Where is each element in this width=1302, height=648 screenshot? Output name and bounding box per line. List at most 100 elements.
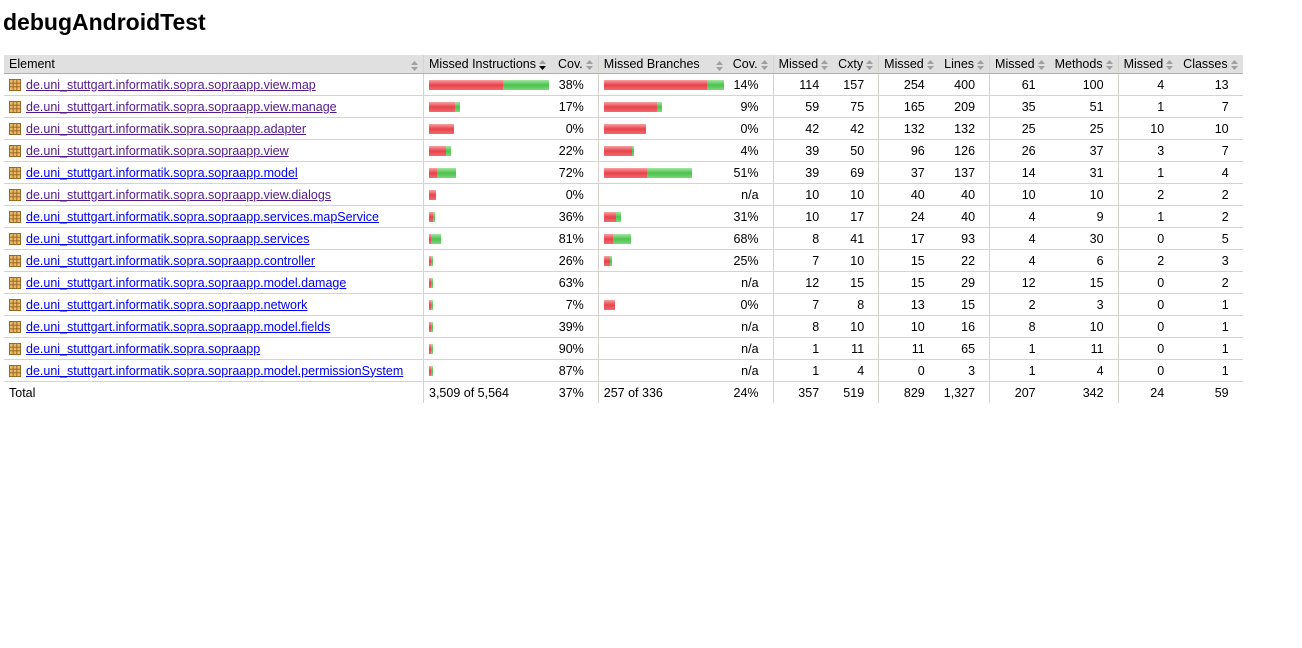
instruction-coverage: 90% xyxy=(553,337,599,360)
classes: 4 xyxy=(1178,161,1243,184)
column-header-label: Methods xyxy=(1054,57,1103,71)
sort-descending-icon xyxy=(538,59,546,70)
missed-classes: 0 xyxy=(1117,227,1179,250)
package-link[interactable]: de.uni_stuttgart.informatik.sopra.sopraa… xyxy=(26,187,332,202)
column-header-instruction-coverage[interactable]: Cov. xyxy=(553,55,599,74)
instruction-bar-cell xyxy=(423,73,553,96)
missed-lines: 24 xyxy=(878,205,939,228)
branch-coverage: 51% xyxy=(727,161,774,184)
missed-segment xyxy=(429,344,431,355)
missed-complexity: 8 xyxy=(772,315,834,338)
missed-methods: 1 xyxy=(989,337,1050,360)
instruction-coverage-bar xyxy=(429,300,433,311)
package-link[interactable]: de.uni_stuttgart.informatik.sopra.sopraa… xyxy=(26,77,316,92)
missed-segment xyxy=(603,102,657,113)
column-header-element[interactable]: Element xyxy=(4,55,424,74)
package-link[interactable]: de.uni_stuttgart.informatik.sopra.sopraa… xyxy=(26,121,307,136)
methods: 4 xyxy=(1049,359,1119,382)
missed-complexity: 7 xyxy=(772,249,834,272)
classes: 2 xyxy=(1178,205,1243,228)
column-header-complexity[interactable]: Cxty xyxy=(833,55,879,74)
instruction-bar-cell xyxy=(423,293,553,316)
instruction-coverage: 63% xyxy=(553,271,599,294)
sort-icon xyxy=(585,59,593,70)
methods: 10 xyxy=(1049,183,1119,206)
package-link[interactable]: de.uni_stuttgart.informatik.sopra.sopraa… xyxy=(26,209,379,224)
instruction-coverage-bar xyxy=(429,212,435,223)
missed-lines: 13 xyxy=(878,293,939,316)
lines: 209 xyxy=(938,95,990,118)
package-link[interactable]: de.uni_stuttgart.informatik.sopra.sopraa… xyxy=(26,275,347,290)
missed-methods: 26 xyxy=(989,139,1050,162)
column-header-missed-methods[interactable]: Missed xyxy=(989,55,1050,74)
classes: 10 xyxy=(1178,117,1243,140)
column-header-missed-classes[interactable]: Missed xyxy=(1117,55,1179,74)
package-link[interactable]: de.uni_stuttgart.informatik.sopra.sopraa… xyxy=(26,363,404,378)
missed-segment xyxy=(603,168,647,179)
total-branches: 257 of 336 xyxy=(597,381,728,403)
branch-bar-cell xyxy=(597,183,728,206)
classes: 1 xyxy=(1178,315,1243,338)
lines: 400 xyxy=(938,73,990,96)
missed-classes: 4 xyxy=(1117,73,1179,96)
methods: 10 xyxy=(1049,315,1119,338)
branch-bar-cell xyxy=(597,315,728,338)
instruction-coverage: 38% xyxy=(553,73,599,96)
package-link[interactable]: de.uni_stuttgart.informatik.sopra.sopraa… xyxy=(26,297,308,312)
column-header-missed-lines[interactable]: Missed xyxy=(878,55,939,74)
package-link[interactable]: de.uni_stuttgart.informatik.sopra.sopraa… xyxy=(26,143,289,158)
package-link[interactable]: de.uni_stuttgart.informatik.sopra.sopraa… xyxy=(26,99,337,114)
covered-segment xyxy=(431,256,433,267)
missed-methods: 4 xyxy=(989,249,1050,272)
table-total-row: Total 3,509 of 5,564 37% 257 of 336 24% … xyxy=(4,381,1243,403)
branch-bar-cell xyxy=(597,293,728,316)
methods: 51 xyxy=(1049,95,1119,118)
covered-segment xyxy=(437,168,456,179)
lines: 65 xyxy=(938,337,990,360)
package-link[interactable]: de.uni_stuttgart.informatik.sopra.sopraa… xyxy=(26,253,316,268)
missed-lines: 15 xyxy=(878,271,939,294)
column-header-branch-coverage[interactable]: Cov. xyxy=(727,55,774,74)
missed-complexity: 42 xyxy=(772,117,834,140)
element-cell: de.uni_stuttgart.informatik.sopra.sopraa… xyxy=(4,227,424,250)
complexity: 17 xyxy=(833,205,879,228)
column-header-missed-complexity[interactable]: Missed xyxy=(772,55,834,74)
lines: 3 xyxy=(938,359,990,382)
classes: 1 xyxy=(1178,293,1243,316)
instruction-bar-cell xyxy=(423,271,553,294)
element-cell: de.uni_stuttgart.informatik.sopra.sopraa… xyxy=(4,359,424,382)
branch-coverage: n/a xyxy=(727,359,774,382)
missed-complexity: 10 xyxy=(772,205,834,228)
element-cell: de.uni_stuttgart.informatik.sopra.sopraa… xyxy=(4,249,424,272)
complexity: 50 xyxy=(833,139,879,162)
column-header-methods[interactable]: Methods xyxy=(1049,55,1119,74)
instruction-coverage: 36% xyxy=(553,205,599,228)
column-header-missed-branches[interactable]: Missed Branches xyxy=(597,55,728,74)
covered-segment xyxy=(431,322,433,333)
sort-icon xyxy=(866,59,874,70)
branch-coverage: 68% xyxy=(727,227,774,250)
complexity: 8 xyxy=(833,293,879,316)
package-link[interactable]: de.uni_stuttgart.informatik.sopra.sopraa… xyxy=(26,165,298,180)
total-missed-complexity: 357 xyxy=(772,381,834,403)
missed-complexity: 114 xyxy=(772,73,834,96)
complexity: 4 xyxy=(833,359,879,382)
branch-coverage: n/a xyxy=(727,271,774,294)
total-instruction-coverage: 37% xyxy=(558,385,584,400)
branch-coverage: 9% xyxy=(727,95,774,118)
package-link[interactable]: de.uni_stuttgart.informatik.sopra.sopraa… xyxy=(26,341,261,356)
column-header-label: Missed xyxy=(884,57,924,71)
missed-classes: 0 xyxy=(1117,293,1179,316)
total-branch-coverage: 24% xyxy=(733,385,759,400)
branch-bar-cell xyxy=(597,95,728,118)
missed-segment xyxy=(429,146,446,157)
column-header-missed-instructions[interactable]: Missed Instructions xyxy=(423,55,553,74)
instruction-coverage: 22% xyxy=(553,139,599,162)
package-link[interactable]: de.uni_stuttgart.informatik.sopra.sopraa… xyxy=(26,231,310,246)
instruction-coverage-bar xyxy=(429,366,433,377)
methods: 15 xyxy=(1049,271,1119,294)
column-header-classes[interactable]: Classes xyxy=(1178,55,1243,74)
table-row: de.uni_stuttgart.informatik.sopra.sopraa… xyxy=(4,183,1243,206)
package-link[interactable]: de.uni_stuttgart.informatik.sopra.sopraa… xyxy=(26,319,331,334)
column-header-lines[interactable]: Lines xyxy=(938,55,990,74)
